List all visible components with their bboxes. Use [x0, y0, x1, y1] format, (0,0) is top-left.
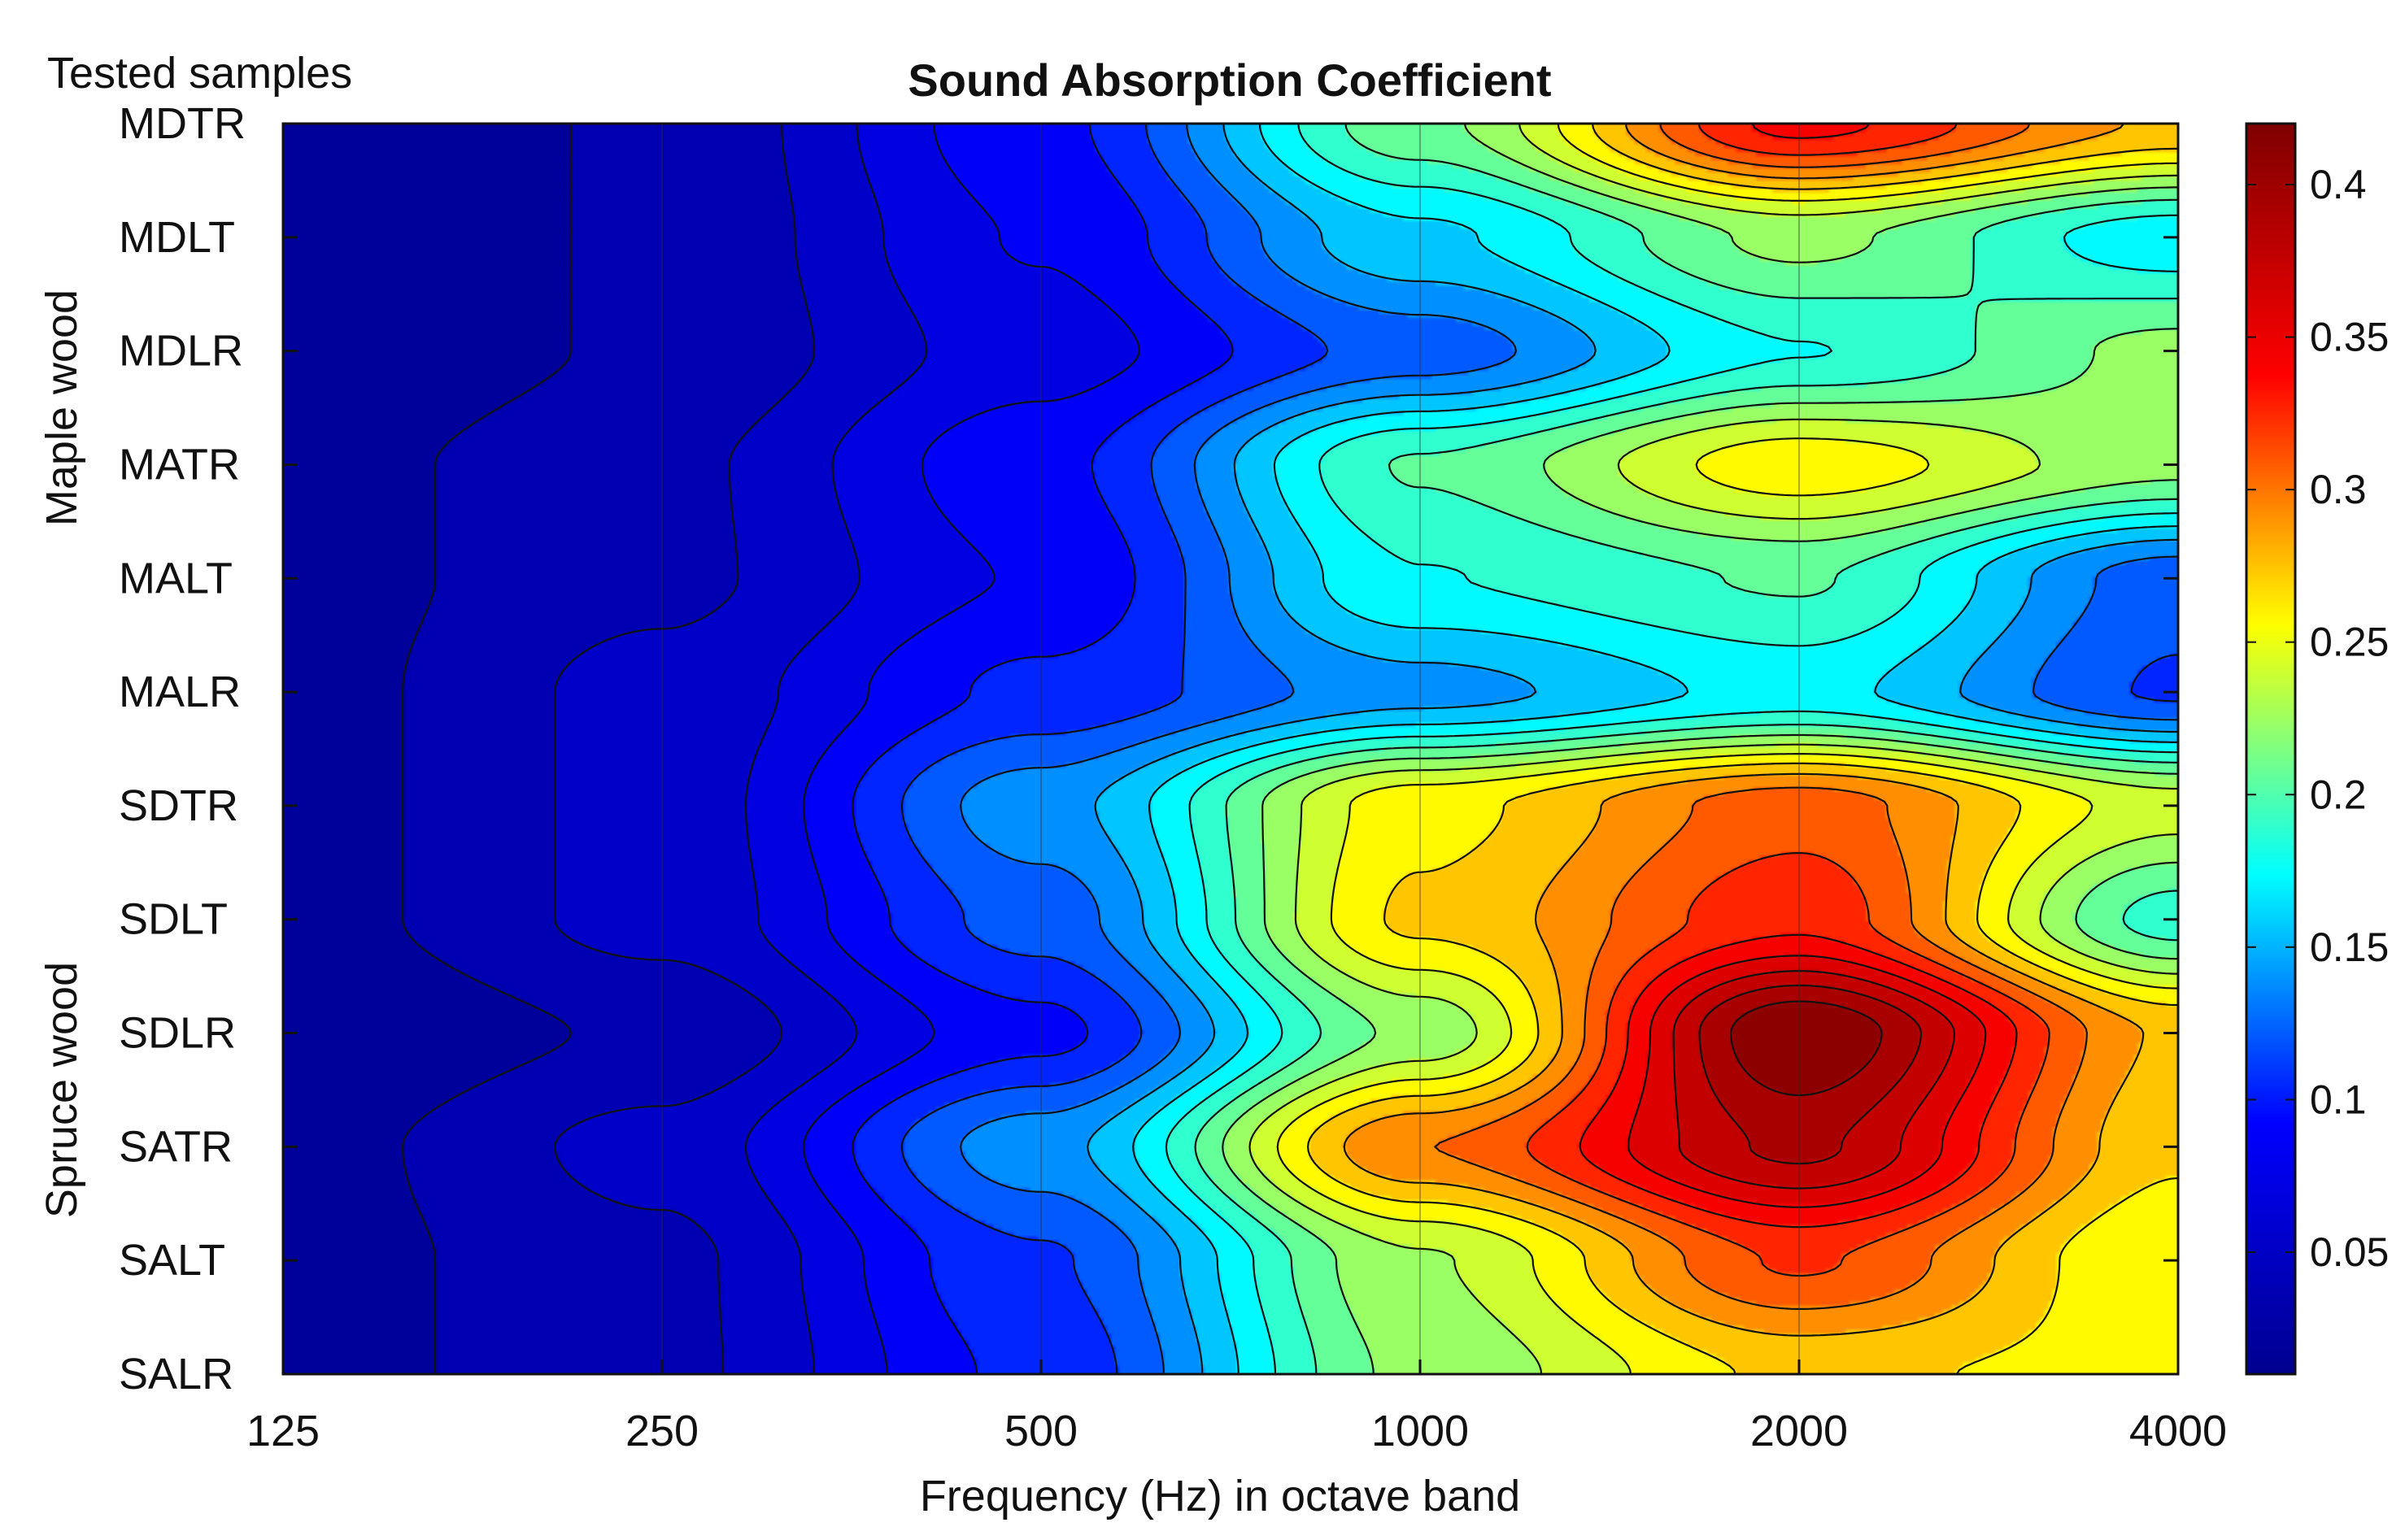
contour-line — [1307, 122, 2180, 1376]
plot-area — [281, 122, 2180, 1376]
contour-line — [900, 122, 2180, 1376]
y-tick-label: SDLR — [119, 1009, 236, 1058]
contour-line — [1730, 1000, 1883, 1096]
group-labels: Maple wood Spruce wood — [37, 289, 86, 1218]
contour-line — [1248, 122, 2180, 1376]
corner-label: Tested samples — [47, 49, 352, 98]
contour-line — [1087, 122, 2180, 1376]
x-tick-label: 4000 — [2129, 1407, 2227, 1455]
contour-line — [803, 122, 1140, 1376]
contour-line — [1194, 122, 2180, 1376]
colorbar-frame — [2245, 122, 2297, 1376]
colorbar-tick-label: 0.2 — [2310, 772, 2367, 817]
y-tick-label: SALT — [119, 1236, 225, 1285]
contour-line — [1698, 984, 1923, 1165]
contour-lines — [402, 122, 2180, 1376]
colorbar-tick-label: 0.25 — [2310, 620, 2389, 665]
x-tick-label: 500 — [1004, 1407, 1078, 1455]
y-tick-label: SATR — [119, 1122, 233, 1171]
contour-line — [1672, 970, 1955, 1190]
contour-line — [1526, 122, 2050, 1277]
contour-line — [1434, 122, 2088, 1310]
colorbar-tick-label: 0.4 — [2310, 162, 2367, 207]
x-tick-label: 250 — [625, 1407, 699, 1455]
x-ticks: 125 250 500 1000 2000 4000 — [246, 1359, 2227, 1455]
contour-line — [1343, 122, 2145, 1337]
contour-line — [554, 122, 816, 1376]
y-tick-label: MALT — [119, 554, 233, 603]
contour-line — [1579, 122, 2018, 1229]
contour-line — [1276, 122, 2180, 1376]
y-tick-label: MALR — [119, 668, 241, 716]
contour-line — [852, 122, 1234, 1376]
y-tick-label: SALR — [119, 1350, 233, 1399]
y-tick-label: MDTR — [119, 99, 246, 148]
y-tick-label: MATR — [119, 440, 240, 489]
colorbar-tick-label: 0.3 — [2310, 467, 2367, 512]
plot-frame — [281, 122, 2180, 1376]
contour-line — [744, 122, 928, 1376]
colorbar-tick-label: 0.15 — [2310, 924, 2389, 970]
colorbar-tick-label: 0.1 — [2310, 1077, 2367, 1122]
contour-line — [1165, 122, 2180, 1376]
heatmap-surface — [283, 124, 2178, 1374]
colorbar-tick-label: 0.35 — [2310, 315, 2389, 360]
colorbar-gradient — [2246, 124, 2295, 1374]
colorbar-tick-label: 0.05 — [2310, 1229, 2389, 1275]
contour-line — [1132, 122, 2180, 1376]
x-axis-label: Frequency (Hz) in octave band — [920, 1472, 1520, 1520]
x-tick-label: 2000 — [1750, 1407, 1848, 1455]
colorbar-ticks: 0.05 0.1 0.15 0.2 0.25 0.3 0.35 0.4 — [2246, 162, 2389, 1275]
y-ticks: MDTR MDLT MDLR MATR MALT MALR SDTR SDLT SDLR SATR… — [119, 99, 2178, 1399]
grid-lines — [661, 124, 1800, 1374]
group-label: Maple wood — [37, 289, 86, 526]
y-tick-label: SDTR — [119, 781, 238, 830]
y-tick-label: MDLR — [119, 327, 243, 376]
y-tick-label: MDLT — [119, 213, 235, 262]
contour-line — [960, 122, 2180, 1376]
contour-line — [1627, 955, 1987, 1208]
y-tick-label: SDLT — [119, 895, 228, 944]
contour-line — [402, 122, 572, 1376]
colorbar: 0.05 0.1 0.15 0.2 0.25 0.3 0.35 0.4 — [2245, 122, 2389, 1376]
x-tick-label: 125 — [246, 1407, 320, 1455]
x-tick-label: 1000 — [1371, 1407, 1469, 1455]
group-label: Spruce wood — [37, 962, 86, 1218]
chart-title: Sound Absorption Coefficient — [908, 54, 1551, 106]
contour-line — [1222, 122, 2180, 1376]
